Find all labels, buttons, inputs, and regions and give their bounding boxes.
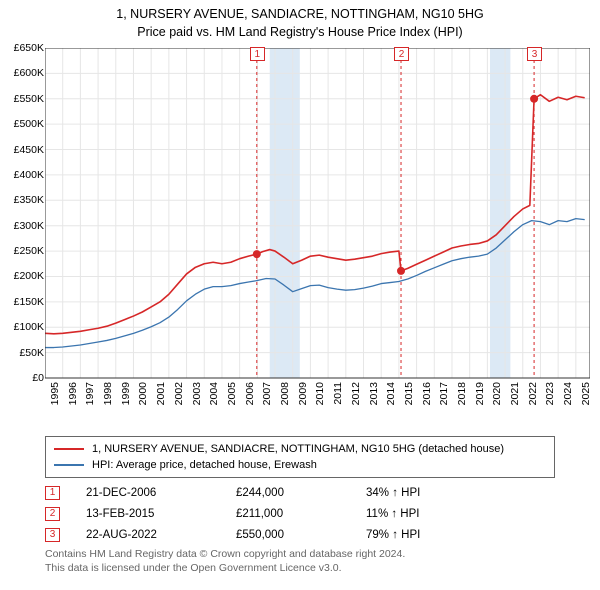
ytick-label: £200K: [14, 270, 44, 282]
legend-swatch: [54, 464, 84, 466]
xtick-label: 2021: [509, 382, 521, 405]
xtick-label: 2006: [244, 382, 256, 405]
legend-swatch: [54, 448, 84, 450]
sale-date: 13-FEB-2015: [86, 508, 236, 520]
legend-label: 1, NURSERY AVENUE, SANDIACRE, NOTTINGHAM…: [92, 443, 504, 455]
xtick-label: 2024: [562, 382, 574, 405]
xtick-label: 1996: [67, 382, 79, 405]
sale-marker: 1: [45, 486, 60, 500]
sale-date: 22-AUG-2022: [86, 529, 236, 541]
xtick-label: 2018: [456, 382, 468, 405]
sale-marker: 2: [45, 507, 60, 521]
xtick-label: 2008: [279, 382, 291, 405]
ytick-label: £100K: [14, 321, 44, 333]
legend: 1, NURSERY AVENUE, SANDIACRE, NOTTINGHAM…: [45, 436, 555, 478]
xtick-label: 2013: [368, 382, 380, 405]
chart-svg: [45, 48, 590, 406]
xtick-label: 2012: [350, 382, 362, 405]
legend-item-price: 1, NURSERY AVENUE, SANDIACRE, NOTTINGHAM…: [54, 441, 546, 457]
title-line1: 1, NURSERY AVENUE, SANDIACRE, NOTTINGHAM…: [0, 6, 600, 24]
sale-date: 21-DEC-2006: [86, 487, 236, 499]
ytick-label: £600K: [14, 67, 44, 79]
title-line2: Price paid vs. HM Land Registry's House …: [0, 24, 600, 42]
xtick-label: 2005: [226, 382, 238, 405]
xtick-label: 2017: [438, 382, 450, 405]
chart-container: 1, NURSERY AVENUE, SANDIACRE, NOTTINGHAM…: [0, 0, 600, 590]
chart-area: [45, 48, 590, 406]
xtick-label: 2015: [403, 382, 415, 405]
ytick-label: £150K: [14, 296, 44, 308]
xtick-label: 2002: [173, 382, 185, 405]
xtick-label: 2001: [155, 382, 167, 405]
sale-pct: 11% ↑ HPI: [366, 508, 486, 520]
sale-row: 1 21-DEC-2006£244,00034% ↑ HPI: [45, 482, 486, 503]
sale-row: 2 13-FEB-2015£211,00011% ↑ HPI: [45, 503, 486, 524]
sales-table: 1 21-DEC-2006£244,00034% ↑ HPI 2 13-FEB-201…: [45, 482, 486, 545]
ytick-label: £50K: [19, 347, 44, 359]
ytick-label: £550K: [14, 93, 44, 105]
xtick-label: 2020: [491, 382, 503, 405]
xtick-label: 2025: [580, 382, 592, 405]
xtick-label: 1995: [49, 382, 61, 405]
ytick-label: £350K: [14, 194, 44, 206]
xtick-label: 1999: [120, 382, 132, 405]
ytick-label: £0: [32, 372, 44, 384]
xtick-label: 2009: [297, 382, 309, 405]
xtick-label: 2004: [208, 382, 220, 405]
xtick-label: 2010: [314, 382, 326, 405]
ytick-label: £500K: [14, 118, 44, 130]
footer: Contains HM Land Registry data © Crown c…: [45, 548, 405, 575]
event-marker-box: 3: [527, 47, 542, 61]
title-block: 1, NURSERY AVENUE, SANDIACRE, NOTTINGHAM…: [0, 0, 600, 41]
ytick-label: £650K: [14, 42, 44, 54]
sale-pct: 34% ↑ HPI: [366, 487, 486, 499]
xtick-label: 1997: [84, 382, 96, 405]
xtick-label: 2007: [261, 382, 273, 405]
xtick-label: 2023: [544, 382, 556, 405]
sale-price: £550,000: [236, 529, 366, 541]
sale-row: 3 22-AUG-2022£550,00079% ↑ HPI: [45, 524, 486, 545]
sale-pct: 79% ↑ HPI: [366, 529, 486, 541]
sale-price: £211,000: [236, 508, 366, 520]
footer-line1: Contains HM Land Registry data © Crown c…: [45, 548, 405, 562]
xtick-label: 2000: [137, 382, 149, 405]
xtick-label: 2014: [385, 382, 397, 405]
xtick-label: 2016: [421, 382, 433, 405]
event-marker-box: 2: [394, 47, 409, 61]
xtick-label: 2003: [191, 382, 203, 405]
xtick-label: 1998: [102, 382, 114, 405]
xtick-label: 2022: [527, 382, 539, 405]
ytick-label: £450K: [14, 144, 44, 156]
xtick-label: 2019: [474, 382, 486, 405]
ytick-label: £300K: [14, 220, 44, 232]
footer-line2: This data is licensed under the Open Gov…: [45, 562, 405, 576]
ytick-label: £400K: [14, 169, 44, 181]
event-marker-box: 1: [250, 47, 265, 61]
sale-marker: 3: [45, 528, 60, 542]
xtick-label: 2011: [332, 382, 344, 405]
legend-label: HPI: Average price, detached house, Erew…: [92, 459, 317, 471]
sale-price: £244,000: [236, 487, 366, 499]
ytick-label: £250K: [14, 245, 44, 257]
legend-item-hpi: HPI: Average price, detached house, Erew…: [54, 457, 546, 473]
